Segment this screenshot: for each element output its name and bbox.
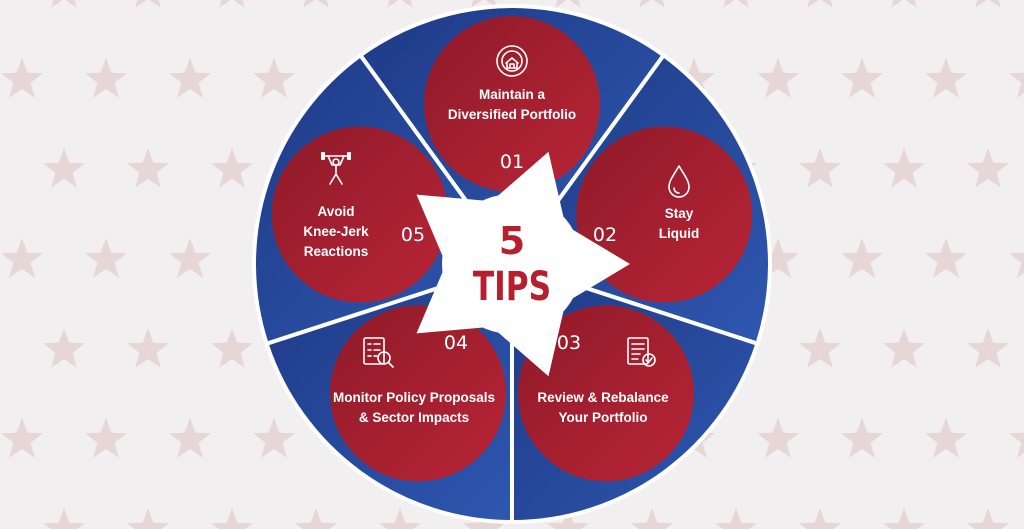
background-star [967,508,1009,529]
background-star [0,523,1,524]
tip-number-badge-03 [518,305,694,482]
tip-03-number: 03 [557,332,581,354]
background-star [471,0,497,8]
background-star [127,328,169,368]
background-star [757,58,799,98]
background-star [169,238,211,278]
background-star [253,418,295,458]
tip-02-number: 02 [593,224,617,246]
background-star [1,238,43,278]
tip-04-label-line2: & Sector Impacts [359,410,469,425]
tips-wheel [252,4,772,524]
background-star [807,0,833,8]
tip-02: Stay Liquid 02 [593,165,700,246]
background-star [841,418,883,458]
tip-02-label-line1: Stay [665,206,694,221]
background-star [799,328,841,368]
background-star [379,508,421,529]
tip-01: Maintain a Diversified Portfolio 01 [448,45,576,173]
background-star [85,418,127,458]
background-star [1,58,43,98]
center-number: 5 [499,219,525,263]
background-star [799,508,841,529]
tip-04: Monitor Policy Proposals & Sector Impact… [333,332,495,425]
background-star [85,238,127,278]
tip-03-label-line2: Your Portfolio [559,410,648,425]
tip-05-label-line2: Knee-Jerk [303,224,369,239]
tip-05-number: 05 [401,224,425,246]
background-star [799,148,841,188]
background-star [127,508,169,529]
background-star [1009,252,1024,278]
tip-01-number: 01 [500,151,524,173]
background-star [0,0,1,8]
tip-05-label-line3: Reactions [304,244,369,259]
tip-03: Review & Rebalance Your Portfolio 03 [537,332,669,425]
background-star [253,58,295,98]
background-star [85,58,127,98]
background-star [51,0,77,8]
background-star [925,418,967,458]
background-star [1009,72,1024,98]
background-star [211,508,253,529]
background-star [555,0,581,8]
background-star [135,0,161,8]
background-star [883,148,925,188]
weightlifter-icon [321,152,351,185]
background-star [757,238,799,278]
background-star [975,0,1001,8]
background-star [0,343,1,344]
background-star [169,58,211,98]
background-star [211,148,253,188]
background-star [295,508,337,529]
background-star [43,148,85,188]
background-star [925,238,967,278]
background-star [841,58,883,98]
background-star [387,0,413,8]
tip-04-number: 04 [444,332,468,354]
background-star [547,508,589,529]
tip-number-badge-05 [271,126,448,303]
background-star [757,418,799,458]
tip-02-label-line2: Liquid [659,226,700,241]
background-star [631,508,673,529]
diversification-icon [496,45,528,77]
magnifier-list-icon [363,337,394,368]
water-drop-icon [668,165,690,198]
background-star [967,148,1009,188]
background-star [127,148,169,188]
background-star [43,328,85,368]
background-star [0,163,1,164]
background-star [891,0,917,8]
background-star [925,58,967,98]
tip-number-badge-01 [424,16,600,192]
background-star [639,0,665,8]
tip-05-label-line1: Avoid [318,204,355,219]
tip-03-label-line1: Review & Rebalance [537,390,669,405]
background-star [1,418,43,458]
background-star [303,0,329,8]
background-star [715,508,757,529]
background-star [673,58,715,98]
background-star [1009,432,1024,458]
background-star [967,328,1009,368]
background-star [43,508,85,529]
document-review-icon [627,337,656,367]
center-title: TIPS [473,264,551,310]
tip-01-label-line2: Diversified Portfolio [448,107,576,122]
background-star [723,0,749,8]
background-star [883,508,925,529]
background-star [841,238,883,278]
background-star [883,328,925,368]
background-star [169,418,211,458]
tip-01-label-line1: Maintain a [479,87,546,102]
background-star [211,328,253,368]
tip-05: Avoid Knee-Jerk Reactions 05 [303,152,425,259]
center-circle [442,194,582,334]
tip-04-label-line1: Monitor Policy Proposals [333,390,495,405]
background-star [219,0,245,8]
